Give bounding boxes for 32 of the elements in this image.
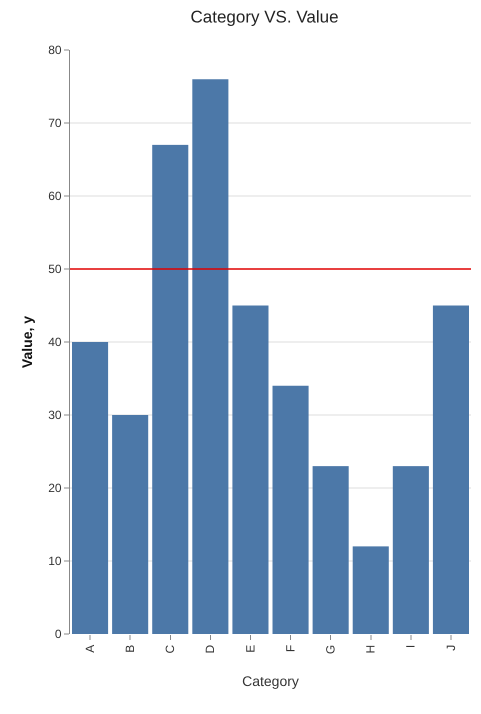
bar <box>72 342 108 634</box>
bar <box>232 306 268 634</box>
y-tick-label: 40 <box>48 335 62 350</box>
chart-title: Category VS. Value <box>190 8 339 27</box>
x-tick-label: H <box>364 644 378 654</box>
y-tick-label: 20 <box>48 481 62 496</box>
y-tick-label: 80 <box>48 43 62 58</box>
bar <box>352 546 389 634</box>
y-axis-title: Value, y <box>19 316 35 368</box>
y-tick-label: 0 <box>54 627 62 642</box>
y-tick-label: 70 <box>48 116 62 130</box>
bar <box>112 415 148 634</box>
bar <box>152 144 188 634</box>
x-tick-label: D <box>203 644 218 654</box>
x-tick-label: C <box>163 644 178 654</box>
x-tick-label: E <box>243 644 258 653</box>
x-tick-label: B <box>123 644 138 653</box>
x-tick-label: F <box>283 644 298 652</box>
x-tick-label: G <box>324 644 338 654</box>
bar <box>432 306 469 634</box>
x-tick-label: I <box>404 644 418 648</box>
bar <box>272 386 309 634</box>
bar <box>192 79 228 634</box>
x-tick-label: J <box>444 644 458 651</box>
x-tick-label: A <box>82 644 97 653</box>
bar <box>392 466 429 634</box>
y-tick-label: 50 <box>48 262 62 276</box>
y-tick-label: 60 <box>48 189 62 204</box>
bar <box>312 466 349 634</box>
x-axis-title: Category <box>242 673 299 689</box>
y-tick-label: 10 <box>48 554 62 568</box>
y-tick-label: 30 <box>48 408 62 422</box>
